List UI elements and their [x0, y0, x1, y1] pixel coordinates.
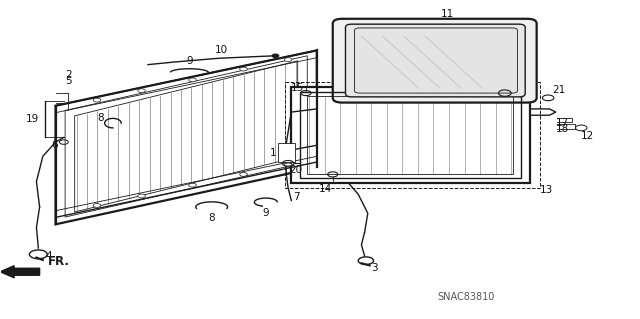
- FancyBboxPatch shape: [346, 24, 525, 97]
- FancyBboxPatch shape: [333, 19, 537, 103]
- Text: 16: 16: [506, 82, 520, 92]
- Text: 20: 20: [289, 165, 302, 174]
- Circle shape: [138, 89, 145, 93]
- Text: 7: 7: [293, 192, 300, 203]
- Text: 21: 21: [552, 85, 566, 95]
- Circle shape: [272, 54, 278, 57]
- Polygon shape: [291, 87, 531, 183]
- Circle shape: [284, 163, 292, 167]
- Text: 15: 15: [291, 83, 305, 93]
- Text: 18: 18: [556, 124, 569, 135]
- Text: 12: 12: [581, 131, 595, 141]
- Circle shape: [138, 194, 145, 198]
- Circle shape: [189, 78, 196, 82]
- FancyBboxPatch shape: [278, 143, 294, 162]
- Text: SNAC83810: SNAC83810: [438, 292, 495, 302]
- Text: 17: 17: [556, 118, 569, 128]
- Text: 10: 10: [214, 45, 228, 56]
- Text: 8: 8: [97, 113, 104, 123]
- Circle shape: [93, 98, 100, 102]
- FancyBboxPatch shape: [355, 28, 518, 93]
- Circle shape: [284, 58, 292, 62]
- Text: 3: 3: [371, 263, 378, 273]
- Text: 4: 4: [46, 251, 52, 261]
- Text: 9: 9: [262, 208, 269, 218]
- Text: 2: 2: [65, 70, 72, 80]
- Text: 8: 8: [209, 213, 215, 223]
- Text: 14: 14: [319, 184, 332, 194]
- Text: FR.: FR.: [48, 255, 70, 268]
- FancyArrow shape: [0, 266, 40, 278]
- Text: 13: 13: [540, 184, 553, 195]
- Text: 11: 11: [441, 9, 454, 19]
- Text: 19: 19: [26, 114, 38, 124]
- Text: 6: 6: [51, 140, 58, 150]
- Text: 5: 5: [65, 76, 72, 86]
- Circle shape: [189, 183, 196, 187]
- Text: 1: 1: [269, 148, 276, 158]
- Text: 9: 9: [186, 56, 193, 66]
- Circle shape: [93, 204, 100, 207]
- Circle shape: [240, 67, 247, 71]
- Circle shape: [240, 173, 247, 176]
